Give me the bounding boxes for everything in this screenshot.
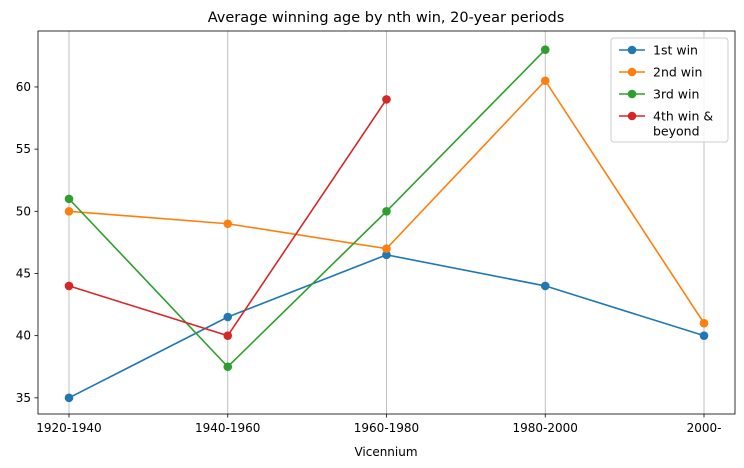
data-point [382, 207, 391, 216]
data-point [64, 194, 74, 204]
data-point [540, 76, 550, 86]
axes: 1920-1940 1940-1960 1960-1980 1980-2000 2000… [16, 30, 736, 435]
y-tick-label: 50 [16, 204, 31, 218]
data-point [382, 244, 391, 253]
legend-label: 4th win & beyond [653, 109, 713, 139]
data-point [223, 362, 233, 372]
legend-label: 1st win [653, 43, 698, 58]
data-point [223, 312, 233, 322]
series-line [68, 49, 546, 368]
x-tick-label: 1920-1940 [36, 421, 101, 435]
x-tick-label: 1940-1960 [195, 421, 260, 435]
y-tick-label: 60 [16, 80, 31, 94]
y-tick-label: 35 [16, 391, 31, 405]
series-lines [64, 45, 709, 403]
y-tick-label: 40 [16, 329, 31, 343]
data-point [382, 95, 391, 104]
data-point [382, 250, 391, 260]
data-point [540, 281, 550, 291]
y-tick-label: 55 [16, 142, 31, 156]
x-tick-label: 1980-2000 [513, 421, 578, 435]
data-point [64, 393, 74, 403]
data-point [540, 45, 550, 54]
legend-marker [627, 45, 637, 55]
data-point [64, 207, 74, 216]
legend-label: 2nd win [653, 65, 702, 80]
y-tick-label: 45 [16, 266, 31, 280]
data-point [64, 281, 74, 291]
data-point [699, 318, 709, 328]
data-point [223, 219, 233, 229]
legend: 1st win 2nd win 3rd win 4th win & beyond [610, 37, 729, 143]
grid-lines [68, 31, 705, 414]
legend-marker [627, 111, 637, 121]
chart-title: Average winning age by nth win, 20-year … [208, 10, 565, 26]
data-point [699, 331, 709, 340]
data-point [223, 331, 233, 340]
legend-label: 3rd win [653, 87, 699, 102]
legend-marker [627, 89, 637, 99]
x-tick-label: 1960-1980 [354, 421, 419, 435]
legend-marker [627, 67, 637, 77]
x-axis-label: Vicennium [354, 445, 417, 459]
x-tick-label: 2000- [687, 421, 722, 435]
